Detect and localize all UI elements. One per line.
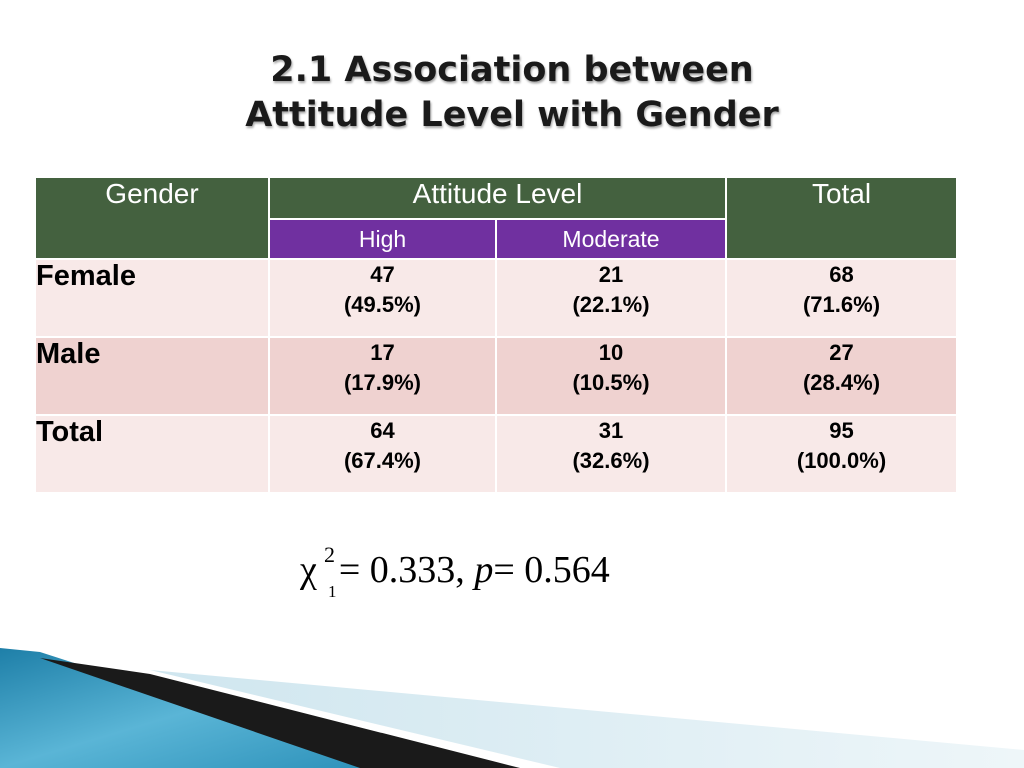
- table-row-total: Total 64 (67.4%) 31 (32.6%) 95 (100.0%): [34, 414, 959, 494]
- p-value: = 0.564: [493, 549, 610, 591]
- cell-total-moderate: 31 (32.6%): [494, 414, 728, 494]
- table-row-male: Male 17 (17.9%) 10 (10.5%) 27 (28.4%): [34, 336, 959, 416]
- chi-value: = 0.333,: [338, 549, 465, 591]
- subheader-row: High Moderate: [35, 218, 957, 260]
- cell-percent: (10.5%): [572, 370, 650, 395]
- row-label: Male: [34, 336, 270, 416]
- cell-count: 31: [598, 418, 624, 443]
- cell-male-moderate: 10 (10.5%): [494, 336, 728, 416]
- cell-male-high: 17 (17.9%): [268, 336, 497, 416]
- header-gender: Gender: [34, 176, 270, 260]
- cell-percent: (28.4%): [802, 370, 881, 395]
- slide-title-line-1: 2.1 Association between: [270, 50, 754, 90]
- chi-letter: χ: [300, 549, 317, 591]
- chi-square-result: χ 2 1 = 0.333, p= 0.564: [300, 542, 610, 601]
- cell-percent: (17.9%): [343, 370, 422, 395]
- header-total: Total: [725, 176, 959, 260]
- p-symbol: p: [474, 549, 494, 591]
- cell-male-total: 27 (28.4%): [725, 336, 959, 416]
- cell-percent: (67.4%): [343, 448, 422, 473]
- chi-symbol: χ 2 1: [300, 542, 337, 601]
- slide-title: 2.1 Association between Attitude Level w…: [0, 48, 1024, 138]
- crosstab-table: Gender Attitude Level Total High Moderat…: [34, 176, 959, 494]
- decorative-swoosh: [0, 648, 1024, 768]
- swoosh-dark-band: [40, 658, 520, 768]
- subheader-moderate: Moderate: [494, 218, 728, 260]
- cell-percent: (49.5%): [343, 292, 422, 317]
- cell-count: 27: [829, 340, 854, 365]
- cell-count: 68: [829, 262, 854, 287]
- cell-percent: (32.6%): [572, 448, 650, 473]
- row-label: Total: [34, 414, 270, 494]
- cell-percent: (71.6%): [802, 292, 881, 317]
- cell-count: 47: [370, 262, 395, 287]
- cell-grand-total: 95 (100.0%): [725, 414, 959, 494]
- cell-count: 64: [370, 418, 395, 443]
- cell-total-high: 64 (67.4%): [268, 414, 497, 494]
- swoosh-pale-band: [150, 670, 1024, 768]
- cell-percent: (22.1%): [572, 292, 650, 317]
- table-row-female: Female 47 (49.5%) 21 (22.1%) 68 (71.6%): [34, 258, 959, 338]
- cell-percent: (100.0%): [796, 448, 887, 473]
- chi-subscript: 1: [328, 582, 337, 601]
- cell-female-total: 68 (71.6%): [725, 258, 959, 338]
- header-attitude-level: Attitude Level: [267, 176, 728, 220]
- cell-female-high: 47 (49.5%): [268, 258, 497, 338]
- slide-title-line-2: Attitude Level with Gender: [245, 95, 779, 135]
- chi-superscript: 2: [324, 542, 335, 567]
- row-label: Female: [34, 258, 270, 338]
- cell-count: 10: [598, 340, 624, 365]
- header-row: Gender Attitude Level Total: [34, 176, 959, 260]
- cell-count: 21: [598, 262, 624, 287]
- cell-female-moderate: 21 (22.1%): [494, 258, 728, 338]
- cell-count: 95: [829, 418, 854, 443]
- subheader-high: High: [268, 218, 497, 260]
- cell-count: 17: [370, 340, 395, 365]
